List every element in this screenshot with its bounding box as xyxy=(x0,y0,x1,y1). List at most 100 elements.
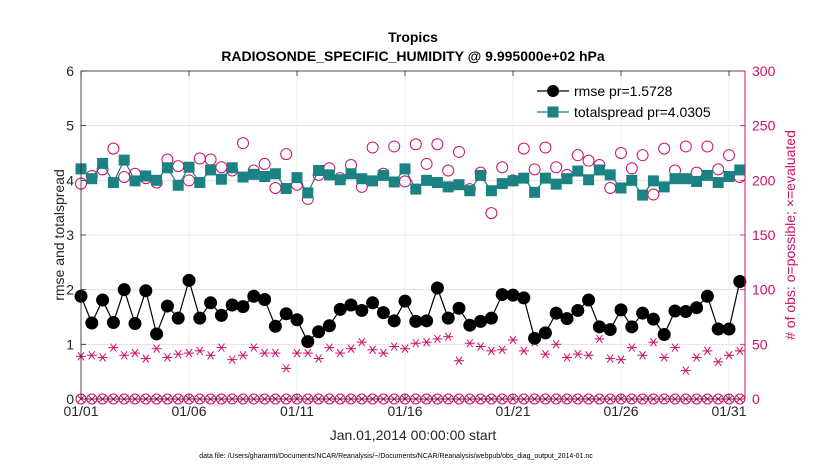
rmse-point xyxy=(636,306,650,320)
evaluated-stroke xyxy=(88,350,96,360)
evaluated-stroke xyxy=(217,343,225,352)
evaluated-stroke xyxy=(153,344,161,354)
totalspread-point xyxy=(734,164,746,176)
evaluated-obs-point xyxy=(486,346,497,356)
evaluated-obs-point xyxy=(324,343,335,352)
totalspread-point xyxy=(97,157,109,169)
evaluated-stroke xyxy=(261,348,269,358)
evaluated-obs-point xyxy=(205,350,216,360)
evaluated-obs-point xyxy=(594,334,605,344)
rmse-point xyxy=(290,313,304,327)
possible-obs-point xyxy=(636,149,649,162)
possible-obs-point xyxy=(679,140,692,153)
totalspread-point xyxy=(291,172,303,184)
totalspread-point xyxy=(475,169,487,181)
evaluated-obs-point xyxy=(680,366,691,375)
evaluated-stroke xyxy=(120,350,128,360)
rmse-point xyxy=(538,326,552,340)
evaluated-stroke xyxy=(477,342,485,351)
rmse-point xyxy=(128,317,142,331)
possible-obs-point xyxy=(388,140,401,153)
rmse-point xyxy=(452,301,466,315)
totalspread-point xyxy=(334,174,346,186)
rmse-point xyxy=(387,314,401,328)
totalspread-point xyxy=(226,162,238,174)
evaluated-stroke xyxy=(401,344,409,354)
evaluated-obs-point xyxy=(151,344,162,354)
totalspread-point xyxy=(421,174,433,186)
possible-obs-point xyxy=(431,138,444,151)
totalspread-point xyxy=(215,173,227,185)
evaluated-stroke xyxy=(110,343,117,352)
x-tick-label: 01/06 xyxy=(171,403,206,419)
possible-obs-point xyxy=(625,162,638,175)
totalspread-point xyxy=(626,174,638,186)
evaluated-stroke xyxy=(682,366,690,375)
evaluated-obs-point xyxy=(119,350,130,360)
rmse-point xyxy=(495,288,509,302)
rmse-point xyxy=(376,306,390,320)
y-tick-label: 1 xyxy=(66,336,74,352)
x-tick-label: 01/21 xyxy=(495,403,530,419)
evaluated-obs-point xyxy=(475,342,486,351)
evaluated-obs-point xyxy=(184,348,194,358)
evaluated-obs-point xyxy=(670,343,680,352)
rmse-point xyxy=(668,304,682,318)
rmse-point xyxy=(549,306,563,320)
data-file-footnote: data file: /Users/gharamti/Documents/NCA… xyxy=(199,453,593,460)
evaluated-stroke xyxy=(239,350,247,360)
totalspread-point xyxy=(399,163,411,175)
rmse-point xyxy=(582,293,596,307)
rmse-point xyxy=(571,303,585,317)
evaluated-stroke xyxy=(466,338,474,348)
rmse-point xyxy=(625,320,639,334)
totalspread-point xyxy=(701,169,713,181)
evaluated-obs-point xyxy=(518,346,529,356)
y-tick-label: 6 xyxy=(66,63,74,79)
possible-obs-point xyxy=(528,163,541,176)
possible-obs-point xyxy=(366,141,379,154)
totalspread-point xyxy=(388,176,400,188)
y-axis-label: rmse and totalspread xyxy=(51,169,67,301)
y-tick-label-right: 250 xyxy=(752,118,776,134)
evaluated-stroke xyxy=(293,348,301,358)
evaluated-stroke xyxy=(250,343,258,352)
evaluated-stroke xyxy=(315,354,323,363)
evaluated-obs-point xyxy=(356,337,367,347)
y-tick-label: 5 xyxy=(66,118,74,134)
evaluated-stroke xyxy=(390,342,398,351)
evaluated-stroke xyxy=(369,345,377,355)
evaluated-stroke xyxy=(520,346,528,356)
evaluated-stroke xyxy=(423,337,431,347)
totalspread-point xyxy=(496,178,508,190)
y-tick-label: 0 xyxy=(66,391,74,407)
evaluated-obs-point xyxy=(702,346,713,356)
evaluated-obs-point xyxy=(194,346,205,356)
possible-obs-point xyxy=(550,161,563,174)
y-tick-label-right: 300 xyxy=(752,63,776,79)
evaluated-stroke xyxy=(455,356,463,366)
rmse-point xyxy=(506,288,520,302)
evaluated-obs-point xyxy=(367,345,378,355)
totalspread-point xyxy=(464,185,476,197)
evaluated-obs-point xyxy=(724,350,734,360)
totalspread-point xyxy=(269,168,281,180)
evaluated-stroke xyxy=(650,337,657,347)
evaluated-obs-point xyxy=(443,332,454,341)
evaluated-obs-point xyxy=(227,355,238,364)
evaluated-stroke xyxy=(563,353,571,362)
possible-obs-point xyxy=(485,207,498,220)
rmse-point xyxy=(711,322,725,336)
evaluated-stroke xyxy=(336,348,344,358)
evaluated-stroke xyxy=(174,349,182,359)
possible-obs-point xyxy=(453,145,465,158)
possible-obs-point xyxy=(280,148,293,161)
rmse-point xyxy=(398,294,412,308)
evaluated-stroke xyxy=(693,353,700,362)
totalspread-point xyxy=(377,169,389,181)
rmse-point xyxy=(355,303,369,317)
evaluated-obs-point xyxy=(292,348,302,358)
rmse-point xyxy=(366,296,380,310)
totalspread-point xyxy=(442,181,454,193)
rmse-point xyxy=(474,314,488,328)
